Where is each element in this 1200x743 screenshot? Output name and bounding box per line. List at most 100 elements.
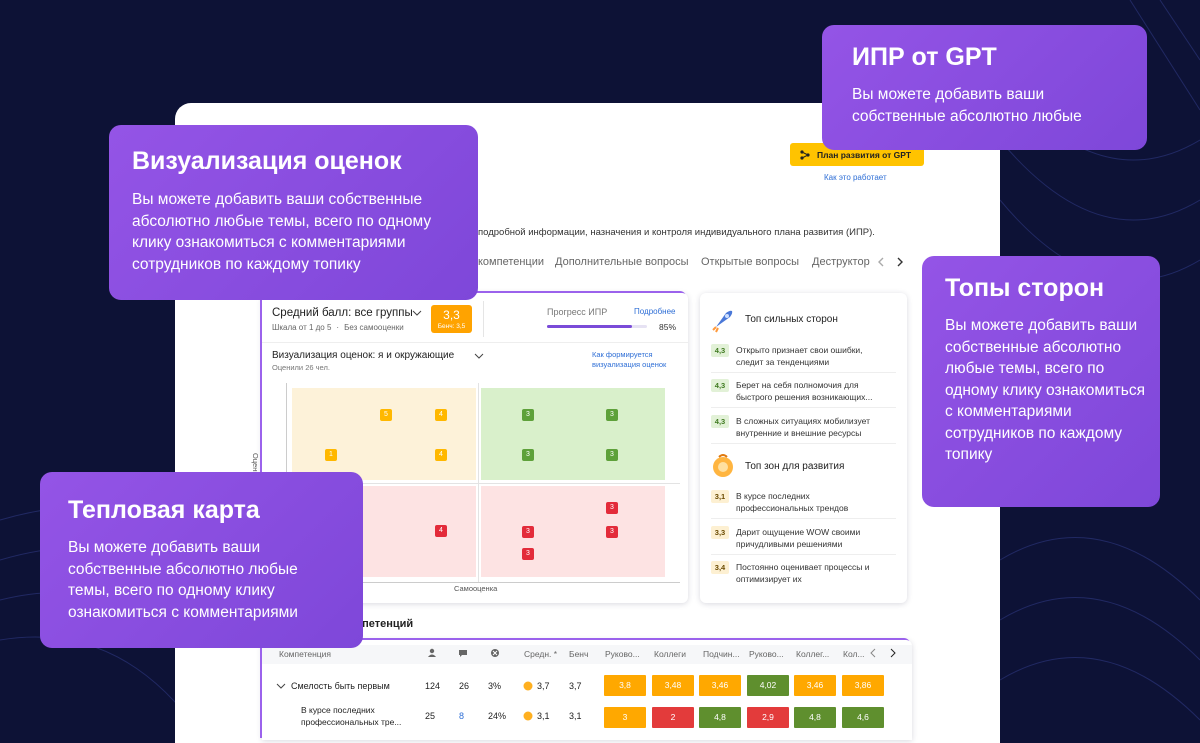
separator: [711, 554, 896, 555]
growth-title: Топ зон для развития: [745, 461, 845, 472]
viz-link[interactable]: Как формируется визуализация оценок: [592, 350, 667, 369]
row-share: 24%: [488, 711, 507, 721]
callout-title: Топы сторон: [945, 274, 1105, 302]
marker: 3: [606, 526, 618, 538]
row-count: 25: [425, 711, 436, 721]
row-bench: 3,7: [569, 681, 582, 691]
row-count: 124: [425, 681, 441, 691]
skip-icon: [491, 649, 499, 657]
callout-title: Тепловая карта: [68, 496, 260, 524]
heat-cell: 3,86: [842, 675, 884, 696]
row-avg: 3,1: [537, 711, 550, 721]
heat-cell: 4,02: [747, 675, 789, 696]
progress-title: Прогресс ИПР: [547, 307, 608, 317]
growth-score: 3,4: [711, 561, 729, 574]
self: Без самооценки: [331, 323, 403, 332]
tab[interactable]: Дополнительные вопросы: [555, 256, 689, 268]
progress-more[interactable]: Подробнее: [634, 307, 676, 316]
row-comments[interactable]: 8: [459, 711, 465, 721]
x-axis-label: Самооценка: [454, 584, 498, 593]
separator: [711, 407, 896, 408]
mid-line: [286, 483, 680, 484]
growth-text: Постоянно оценивает процессы и оптимизир…: [736, 562, 870, 584]
growth-score: 3,3: [711, 526, 729, 539]
heat-cell: 3,46: [699, 675, 741, 696]
growth-text: В курсе последних профессиональных тренд…: [736, 491, 849, 513]
callout: Топы сторон Вы можете добавить ваши собс…: [922, 256, 1160, 507]
dropdown-chevron[interactable]: [474, 352, 484, 360]
heat-cell: 4,8: [794, 707, 836, 728]
score-badge: 3,3 Бенч: 3,5: [431, 305, 472, 333]
row-bench: 3,1: [569, 711, 582, 721]
heat-cell: 2,9: [747, 707, 789, 728]
row-share: 3%: [488, 681, 502, 691]
column-header: Подчин...: [703, 649, 740, 659]
growth-icon: [713, 454, 733, 477]
strength-score: 4,3: [711, 344, 729, 357]
tab[interactable]: Открытые вопросы: [701, 256, 799, 268]
column-header: Средн. *: [524, 649, 558, 659]
marker: 3: [522, 409, 534, 421]
description: подробной информации, назначения и контр…: [478, 227, 875, 238]
marker: 3: [606, 409, 618, 421]
column-header: Руково...: [749, 649, 784, 659]
dropdown-chevron[interactable]: [412, 309, 422, 317]
column-header: Руково...: [605, 649, 640, 659]
heat-cell: 2: [652, 707, 694, 728]
growth-text: Дарит ощущение WOW своими причудливыми р…: [736, 527, 861, 549]
how-link[interactable]: Как это работает: [824, 173, 887, 182]
strength-score: 4,3: [711, 379, 729, 392]
marker: 5: [380, 409, 392, 421]
scale: Шкала от 1 до 5: [272, 323, 332, 332]
column-arrows[interactable]: [869, 648, 899, 658]
heat-cell: 4,6: [842, 707, 884, 728]
x-axis: [286, 582, 680, 583]
callout-text: Вы можете добавить ваши собственные абсо…: [132, 191, 432, 273]
marker: 4: [435, 525, 447, 537]
table-header: [262, 645, 912, 664]
marker: 3: [522, 526, 534, 538]
tab[interactable]: компетенции: [478, 256, 545, 268]
score-title: Средний балл: все группы: [272, 307, 413, 319]
progress-fill: [547, 325, 632, 328]
smile-icon: [523, 711, 533, 721]
heat-cell: 4,8: [699, 707, 741, 728]
separator: [711, 518, 896, 519]
mid-line: [478, 383, 479, 582]
heatmap-table: Компетенция Средн. * Бенч Руково... Колл…: [262, 640, 912, 740]
tab-arrows[interactable]: [876, 255, 906, 269]
marker: 3: [522, 449, 534, 461]
strength-text: Берет на себя полномочия для быстрого ре…: [736, 380, 873, 402]
heat-cell: 3,46: [794, 675, 836, 696]
row-comments: 26: [459, 681, 470, 691]
strength-score: 4,3: [711, 415, 729, 428]
column-header: Коллеги: [654, 649, 686, 659]
quadrant-bottom-right: [481, 486, 665, 577]
score-bench: Бенч: 3,5: [437, 323, 466, 330]
column-header: Бенч: [569, 649, 589, 659]
callout-text: Вы можете добавить ваши собственные абсо…: [945, 317, 1146, 463]
viz-raters: Оценили 26 чел.: [272, 363, 330, 372]
tab[interactable]: Деструктор: [812, 256, 870, 268]
marker: 1: [325, 449, 337, 461]
row-name: Смелость быть первым: [291, 681, 390, 691]
quadrant-top-left: [292, 388, 476, 480]
row-chevron[interactable]: [276, 682, 286, 690]
progress-label: 85%: [659, 322, 677, 332]
growth-score: 3,1: [711, 490, 729, 503]
heat-cell: 3,8: [604, 675, 646, 696]
score-scale: Шкала от 1 до 5Без самооценки: [272, 323, 404, 332]
heat-cell: 3: [604, 707, 646, 728]
heat-cell: 3,48: [652, 675, 694, 696]
callout: Визуализация оценок Вы можете добавить в…: [109, 125, 478, 300]
marker: 3: [606, 502, 618, 514]
strength-text: В сложных ситуациях мобилизует внутренни…: [736, 416, 870, 438]
callout: Тепловая карта Вы можете добавить ваши с…: [40, 472, 363, 648]
smile-icon: [523, 681, 533, 691]
tops-card: Топ сильных сторон 4,3 Открыто признает …: [700, 293, 907, 603]
column-header: Кол...: [843, 649, 865, 659]
column-header: Компетенция: [279, 649, 332, 659]
column-header: Коллег...: [796, 649, 830, 659]
quadrant-top-right: [481, 388, 665, 480]
row-avg: 3,7: [537, 681, 550, 691]
